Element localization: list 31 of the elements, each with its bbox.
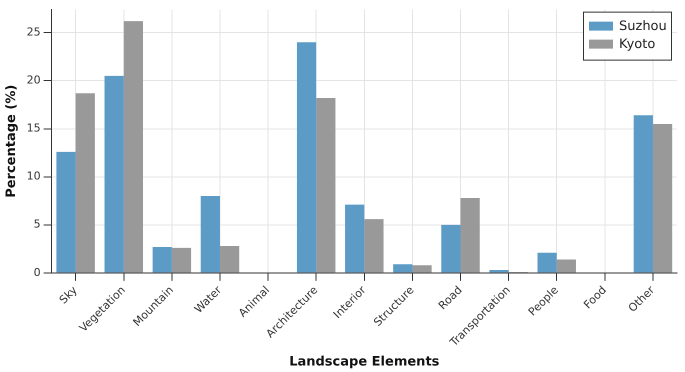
- bar: [364, 219, 384, 272]
- bar: [345, 204, 364, 272]
- bar: [556, 259, 576, 272]
- bar: [104, 76, 124, 272]
- bar: [393, 264, 412, 272]
- y-tick-label: 5: [34, 218, 41, 231]
- y-tick-label: 20: [26, 74, 41, 87]
- bar: [634, 115, 653, 272]
- y-tick-label: 25: [26, 26, 41, 39]
- bar: [316, 98, 336, 272]
- y-tick-label: 15: [26, 122, 41, 135]
- bar: [124, 21, 143, 272]
- legend-label: Suzhou: [619, 18, 667, 34]
- bar: [220, 246, 240, 272]
- bar: [537, 252, 557, 272]
- bar: [56, 152, 76, 272]
- bar: [200, 196, 220, 272]
- bar: [412, 265, 432, 272]
- bar: [296, 42, 316, 272]
- y-tick-label: 10: [26, 170, 41, 183]
- y-axis-title: Percentage (%): [4, 84, 20, 198]
- bar: [460, 198, 480, 272]
- x-axis-title: Landscape Elements: [289, 354, 440, 370]
- bar: [172, 248, 192, 272]
- legend-label: Kyoto: [619, 36, 656, 52]
- bar: [152, 246, 172, 272]
- x-tick-label: Sky: [56, 283, 80, 306]
- bar: [441, 224, 461, 272]
- bar: [76, 93, 95, 272]
- bar: [652, 124, 672, 272]
- y-tick-label: 0: [34, 266, 41, 279]
